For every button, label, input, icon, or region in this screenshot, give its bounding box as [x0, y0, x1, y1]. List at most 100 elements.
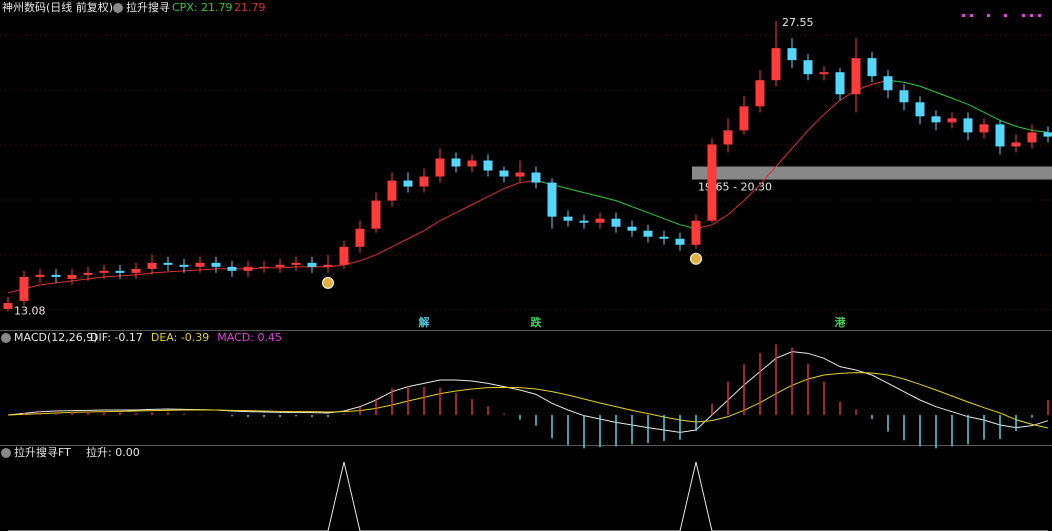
candle-body: [611, 218, 621, 227]
ma-segment: [167, 270, 185, 273]
ma-segment: [103, 275, 121, 278]
candle-body: [227, 266, 237, 271]
candle-body: [1043, 132, 1052, 137]
candle-body: [595, 218, 605, 223]
candle-body: [499, 170, 509, 177]
candle-body: [339, 246, 349, 265]
macd-line: [7, 372, 1049, 429]
ma-segment: [471, 196, 489, 206]
indicator-value: 21.79: [234, 1, 266, 14]
decor-dots: [962, 14, 1041, 17]
candle-body: [707, 144, 717, 221]
ma-segment: [711, 214, 729, 226]
ma-segment: [87, 276, 105, 280]
ma-segment: [791, 130, 809, 149]
candle-body: [803, 60, 813, 75]
ma-segment: [999, 119, 1017, 127]
candle-body: [835, 72, 845, 95]
ma-segment: [823, 99, 841, 115]
candle-body: [435, 158, 445, 177]
candle-body: [3, 302, 13, 309]
event-marker: 跌: [531, 315, 543, 329]
ma-segment: [775, 148, 793, 167]
candle-body: [675, 238, 685, 245]
ma-segment: [1015, 125, 1033, 131]
candle-body: [35, 274, 45, 277]
event-marker: 港: [835, 315, 847, 329]
indicator-name: 拉升搜寻: [126, 0, 170, 14]
candle-body: [739, 106, 749, 131]
ma-segment: [935, 91, 953, 99]
candle-body: [179, 264, 189, 267]
ma-segment: [983, 111, 1001, 121]
ma-segment: [647, 212, 665, 220]
ma-segment: [727, 200, 745, 216]
candle-body: [915, 102, 925, 117]
candle-body: [771, 48, 781, 81]
ma-segment: [615, 200, 633, 208]
candle-body: [931, 116, 941, 123]
ma-segment: [631, 206, 649, 214]
candle-body: [51, 274, 61, 277]
ma-segment: [1031, 129, 1049, 133]
candle-body: [83, 272, 93, 275]
macd-line: [7, 351, 1049, 433]
candle-body: [899, 90, 909, 103]
ma-segment: [119, 274, 137, 277]
candle-body: [355, 228, 365, 247]
candle-body: [451, 158, 461, 167]
ma-segment: [807, 113, 825, 131]
candle-body: [131, 268, 141, 273]
candle-body: [579, 220, 589, 223]
ma-segment: [759, 166, 777, 185]
signal-icon: [690, 252, 702, 265]
candle-body: [163, 262, 173, 265]
candle-body: [1027, 132, 1037, 143]
macd-legend: DIF: -0.17: [90, 331, 143, 344]
candle-body: [1011, 142, 1021, 147]
ma-segment: [439, 212, 457, 222]
candle-body: [323, 264, 333, 267]
ma-segment: [455, 204, 473, 214]
ma-segment: [135, 272, 153, 276]
candle-body: [419, 176, 429, 187]
candle-body: [643, 230, 653, 237]
candle-body: [211, 262, 221, 267]
candle-body: [627, 226, 637, 231]
indicator-toggle[interactable]: [113, 3, 123, 13]
panel-toggle[interactable]: [1, 448, 11, 458]
candle-body: [403, 180, 413, 187]
ma-segment: [55, 280, 73, 284]
candle-body: [467, 160, 477, 167]
candle-body: [995, 124, 1005, 147]
candle-body: [659, 236, 669, 239]
candle-body: [195, 262, 205, 267]
candle-body: [515, 172, 525, 177]
candle-body: [67, 274, 77, 279]
ma-segment: [743, 184, 761, 201]
panel-toggle[interactable]: [1, 333, 11, 343]
ma-segment: [359, 254, 377, 262]
event-marker: 解: [419, 315, 430, 329]
candle-body: [883, 76, 893, 91]
candle-body: [243, 266, 253, 271]
price-band: [692, 166, 1052, 180]
ma-segment: [967, 103, 985, 113]
candle-body: [307, 262, 317, 267]
candle-body: [867, 58, 877, 77]
candle-body: [275, 264, 285, 267]
ma-segment: [151, 271, 169, 274]
candle-body: [99, 270, 109, 273]
ma-segment: [375, 246, 393, 256]
ma-segment: [919, 85, 937, 93]
candle-body: [547, 182, 557, 217]
candle-body: [947, 118, 957, 123]
candle-body: [691, 220, 701, 245]
candle-body: [851, 58, 861, 95]
signal-legend: 拉升: 0.00: [86, 445, 140, 459]
ma-segment: [407, 230, 425, 240]
indicator-value: CPX: 21.79: [172, 1, 233, 14]
